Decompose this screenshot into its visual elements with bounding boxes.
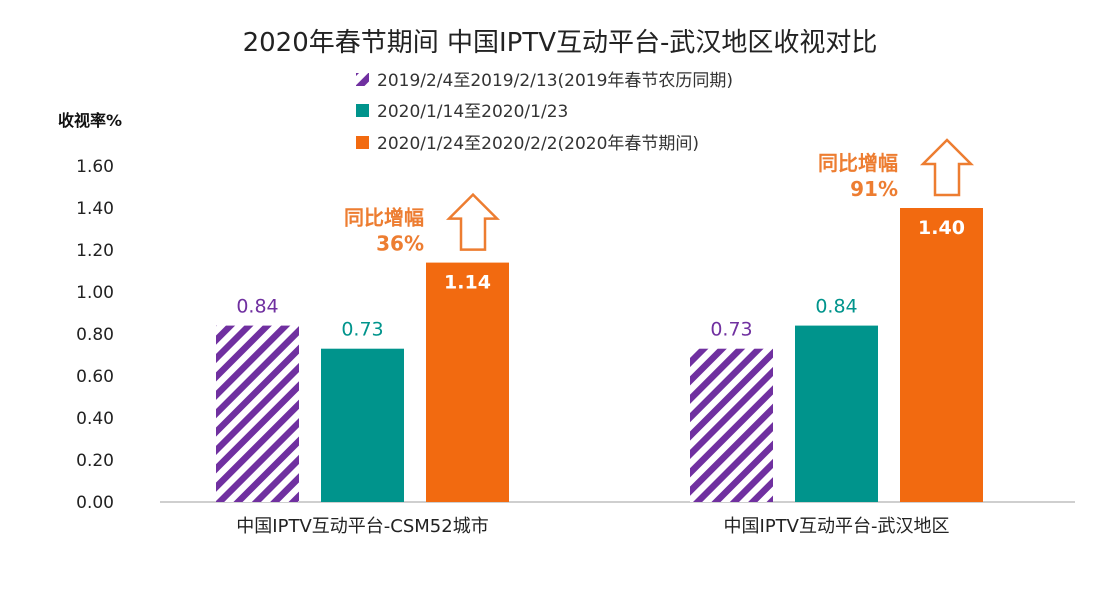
legend-swatch bbox=[356, 136, 369, 149]
legend: 2019/2/4至2019/2/13(2019年春节农历同期) 2020/1/14… bbox=[356, 71, 733, 154]
bars: 0.84 0.73 0.73 0.84 1.14 1.40 bbox=[216, 208, 983, 502]
y-tick-label: 0.80 bbox=[76, 325, 114, 345]
legend-label: 2019/2/4至2019/2/13(2019年春节农历同期) bbox=[377, 71, 733, 91]
up-arrow-icon bbox=[919, 138, 975, 197]
legend-label: 2020/1/14至2020/1/23 bbox=[377, 102, 568, 122]
y-axis-label: 收视率% bbox=[58, 111, 122, 130]
y-tick-label: 0.60 bbox=[76, 367, 114, 387]
y-axis-ticks: 0.00 0.20 0.40 0.60 0.80 1.00 1.20 1.40 1.60 bbox=[76, 157, 114, 513]
bar bbox=[900, 208, 983, 502]
data-label: 0.84 bbox=[815, 296, 857, 318]
annotation-text: 同比增幅 bbox=[344, 206, 424, 230]
data-label: 0.84 bbox=[236, 296, 278, 318]
annotation-percent: 91% bbox=[850, 177, 898, 201]
y-tick-label: 0.40 bbox=[76, 409, 114, 429]
x-category-label: 中国IPTV互动平台-CSM52城市 bbox=[236, 516, 488, 537]
y-tick-label: 0.00 bbox=[76, 493, 114, 513]
up-arrow-icon bbox=[445, 192, 501, 251]
annotation-percent: 36% bbox=[376, 232, 424, 256]
bar bbox=[426, 262, 509, 502]
y-tick-label: 1.40 bbox=[76, 199, 114, 219]
bar bbox=[216, 325, 299, 502]
x-category-label: 中国IPTV互动平台-武汉地区 bbox=[724, 516, 950, 537]
y-tick-label: 1.60 bbox=[76, 157, 114, 177]
legend-swatch bbox=[356, 73, 369, 86]
legend-label: 2020/1/24至2020/2/2(2020年春节期间) bbox=[377, 134, 699, 154]
data-label: 0.73 bbox=[341, 319, 383, 341]
y-tick-label: 1.00 bbox=[76, 283, 114, 303]
bar bbox=[795, 325, 878, 502]
bar bbox=[690, 348, 773, 502]
annotation-text: 同比增幅 bbox=[818, 151, 898, 175]
bar bbox=[321, 348, 404, 502]
data-label: 1.14 bbox=[444, 272, 491, 294]
data-label: 0.73 bbox=[710, 319, 752, 341]
y-tick-label: 0.20 bbox=[76, 451, 114, 471]
legend-swatch bbox=[356, 104, 369, 117]
y-tick-label: 1.20 bbox=[76, 241, 114, 261]
chart-title: 2020年春节期间 中国IPTV互动平台-武汉地区收视对比 bbox=[243, 28, 878, 58]
category-labels: 中国IPTV互动平台-CSM52城市 中国IPTV互动平台-武汉地区 bbox=[236, 516, 949, 537]
data-label: 1.40 bbox=[918, 217, 965, 239]
